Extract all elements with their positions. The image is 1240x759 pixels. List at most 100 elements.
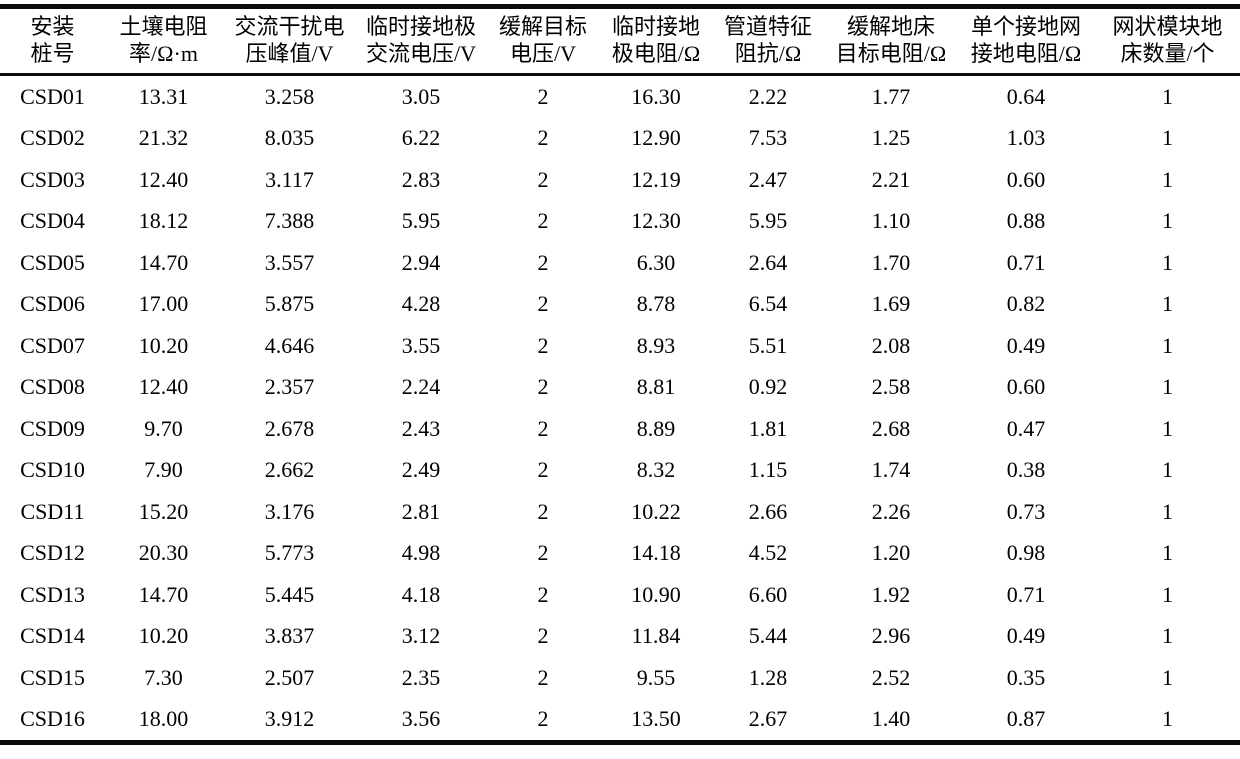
- value-cell: 3.176: [264, 498, 315, 524]
- pile-id-cell: CSD10: [20, 457, 85, 483]
- value-cell: 0.35: [1006, 664, 1046, 690]
- value-cell: 1.15: [748, 457, 788, 483]
- value-cell: 7.90: [144, 457, 183, 483]
- value-cell: 1.10: [871, 208, 911, 234]
- pile-id-cell: CSD11: [20, 498, 85, 524]
- value-cell: 2: [537, 208, 549, 234]
- table-header: 安装 桩号 土壤电阻 率/Ω·m 交流干扰电 压峰值/V 临时接地极 交流电压/V 缓解目标 电压…: [0, 7, 1240, 75]
- value-cell: 1.77: [871, 83, 911, 109]
- header-label-line2: 压峰值/V: [245, 41, 334, 66]
- value-cell: 1: [1162, 332, 1173, 358]
- value-cell: 14.70: [138, 581, 189, 607]
- table-row: CSD07 10.20 4.646 3.55 2 8.93 5.51 2.08 0.49 1: [0, 325, 1240, 367]
- value-cell: 1: [1162, 291, 1173, 317]
- value-cell: 2.58: [871, 374, 911, 400]
- value-cell: 1: [1162, 498, 1173, 524]
- value-cell: 2: [537, 457, 549, 483]
- value-cell: 0.88: [1006, 208, 1046, 234]
- value-cell: 1: [1162, 249, 1173, 275]
- value-cell: 5.445: [264, 581, 315, 607]
- value-cell: 3.912: [264, 706, 315, 732]
- value-cell: 8.32: [636, 457, 676, 483]
- value-cell: 12.90: [631, 125, 681, 151]
- value-cell: 1: [1162, 166, 1173, 192]
- column-header-single-grid-ground-resistance: 单个接地网 接地电阻/Ω: [957, 7, 1095, 75]
- value-cell: 1.20: [871, 540, 911, 566]
- pile-id-cell: CSD06: [20, 291, 85, 317]
- table-row: CSD12 20.30 5.773 4.98 2 14.18 4.52 1.20 0.98 1: [0, 533, 1240, 575]
- value-cell: 0.49: [1006, 623, 1046, 649]
- value-cell: 1: [1162, 540, 1173, 566]
- column-header-ac-interference-peak-voltage: 交流干扰电 压峰值/V: [222, 7, 357, 75]
- table-row: CSD08 12.40 2.357 2.24 2 8.81 0.92 2.58 0.60 1: [0, 367, 1240, 409]
- value-cell: 2.49: [401, 457, 441, 483]
- value-cell: 0.92: [748, 374, 788, 400]
- value-cell: 2: [537, 125, 549, 151]
- value-cell: 1: [1162, 623, 1173, 649]
- value-cell: 1: [1162, 374, 1173, 400]
- value-cell: 1: [1162, 208, 1173, 234]
- value-cell: 0.82: [1006, 291, 1046, 317]
- value-cell: 4.646: [264, 332, 315, 358]
- value-cell: 1: [1162, 664, 1173, 690]
- value-cell: 2.64: [748, 249, 788, 275]
- table-row: CSD03 12.40 3.117 2.83 2 12.19 2.47 2.21 0.60 1: [0, 159, 1240, 201]
- table-row: CSD09 9.70 2.678 2.43 2 8.89 1.81 2.68 0.47 1: [0, 408, 1240, 450]
- value-cell: 4.52: [748, 540, 788, 566]
- value-cell: 2: [537, 415, 549, 441]
- value-cell: 2.26: [871, 498, 911, 524]
- table-row: CSD05 14.70 3.557 2.94 2 6.30 2.64 1.70 0.71 1: [0, 242, 1240, 284]
- header-label-line1: 临时接地极: [365, 14, 476, 39]
- value-cell: 3.05: [401, 83, 441, 109]
- value-cell: 1: [1162, 83, 1173, 109]
- header-label-line1: 土壤电阻: [119, 14, 208, 39]
- table-row: CSD06 17.00 5.875 4.28 2 8.78 6.54 1.69 0.82 1: [0, 284, 1240, 326]
- value-cell: 2.507: [264, 664, 315, 690]
- value-cell: 8.78: [636, 291, 676, 317]
- value-cell: 2.678: [264, 415, 315, 441]
- header-label-line1: 网状模块地: [1112, 14, 1223, 39]
- value-cell: 7.53: [748, 125, 788, 151]
- value-cell: 6.54: [748, 291, 788, 317]
- pile-id-cell: CSD16: [20, 706, 85, 732]
- value-cell: 0.38: [1006, 457, 1046, 483]
- value-cell: 2.47: [748, 166, 788, 192]
- pile-id-cell: CSD08: [20, 374, 85, 400]
- column-header-temp-ground-electrode-resistance: 临时接地 极电阻/Ω: [601, 7, 711, 75]
- value-cell: 16.30: [631, 83, 681, 109]
- value-cell: 5.51: [748, 332, 788, 358]
- value-cell: 2.67: [748, 706, 788, 732]
- header-label-line2: 目标电阻/Ω: [835, 41, 947, 66]
- pile-id-cell: CSD03: [20, 166, 85, 192]
- value-cell: 3.557: [264, 249, 315, 275]
- column-header-mitigation-target-voltage: 缓解目标 电压/V: [485, 7, 601, 75]
- value-cell: 4.28: [401, 291, 441, 317]
- value-cell: 14.18: [631, 540, 681, 566]
- value-cell: 13.31: [138, 83, 189, 109]
- value-cell: 12.40: [138, 166, 189, 192]
- header-label-line2: 接地电阻/Ω: [970, 41, 1082, 66]
- header-label-line1: 缓解地床: [846, 14, 935, 39]
- value-cell: 10.20: [138, 332, 189, 358]
- value-cell: 5.875: [264, 291, 315, 317]
- value-cell: 15.20: [138, 498, 189, 524]
- value-cell: 2.22: [748, 83, 788, 109]
- value-cell: 0.73: [1006, 498, 1046, 524]
- value-cell: 13.50: [631, 706, 681, 732]
- value-cell: 12.30: [631, 208, 681, 234]
- header-label-line1: 单个接地网: [970, 14, 1081, 39]
- value-cell: 5.95: [748, 208, 788, 234]
- value-cell: 20.30: [138, 540, 189, 566]
- value-cell: 2.662: [264, 457, 315, 483]
- value-cell: 0.71: [1006, 581, 1046, 607]
- value-cell: 8.93: [636, 332, 676, 358]
- value-cell: 2.81: [401, 498, 441, 524]
- pile-id-cell: CSD09: [20, 415, 85, 441]
- value-cell: 4.18: [401, 581, 441, 607]
- table-row: CSD16 18.00 3.912 3.56 2 13.50 2.67 1.40 0.87 1: [0, 699, 1240, 743]
- value-cell: 2.52: [871, 664, 911, 690]
- value-cell: 18.00: [138, 706, 189, 732]
- value-cell: 7.30: [144, 664, 183, 690]
- value-cell: 2.24: [401, 374, 441, 400]
